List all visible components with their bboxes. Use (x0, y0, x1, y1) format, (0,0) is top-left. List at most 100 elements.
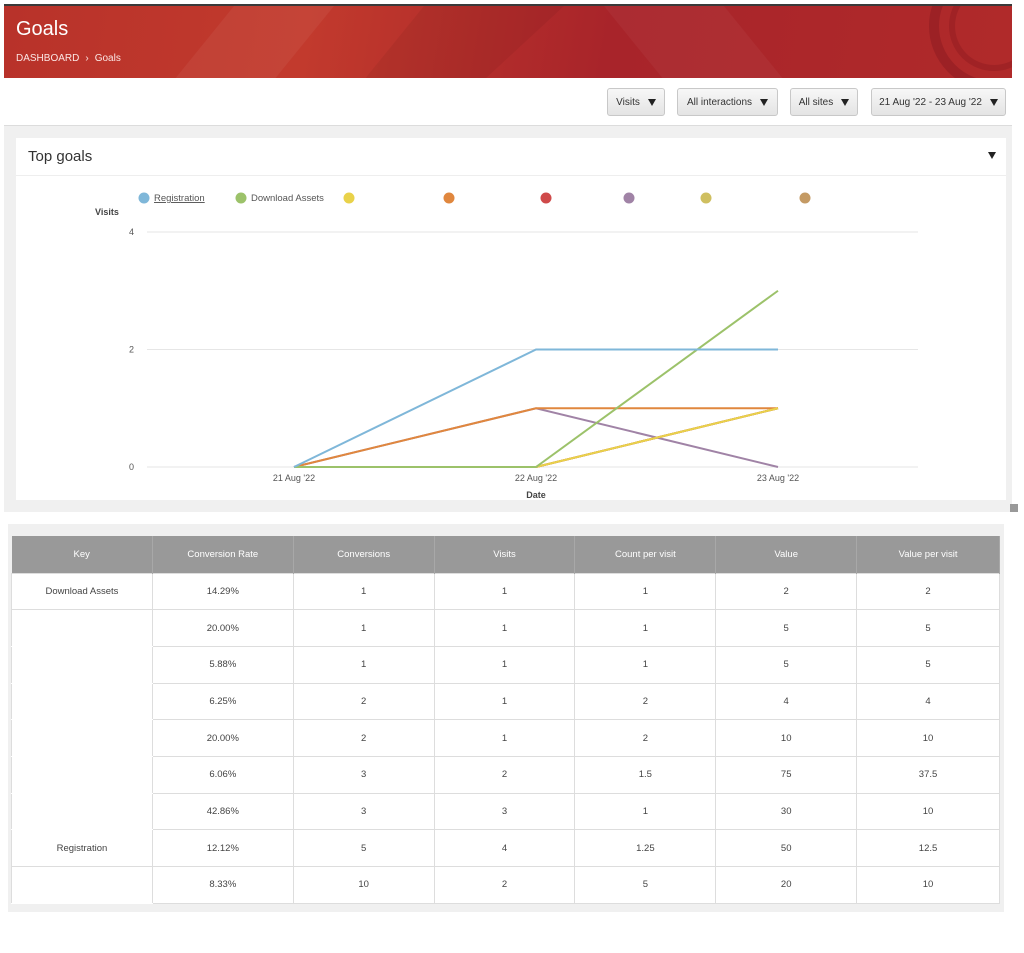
collapse-caret-icon[interactable] (988, 152, 996, 159)
legend-item[interactable] (700, 192, 712, 204)
column-header[interactable]: Conversions (293, 536, 435, 573)
series-line-1 (294, 289, 779, 468)
legend-item[interactable] (443, 192, 455, 204)
header-decoration (175, 6, 1012, 78)
table-row[interactable]: 6.25% 2 1 2 4 4 (11, 682, 1000, 721)
top-goals-chart: 0 2 4 Visits 21 Aug '22 22 Aug '22 23 Aug '22 D… (95, 192, 918, 500)
table-row[interactable]: 5.88% 1 1 1 5 5 (11, 645, 1000, 684)
series-line-0 (293, 348, 778, 468)
breadcrumb-current: Goals (94, 53, 121, 64)
interactions-dropdown[interactable]: All interactions (677, 88, 778, 116)
goals-table-container: Key Conversion Rate Conversions Visits Count… (8, 524, 1004, 912)
metric-dropdown-label: Visits (616, 96, 640, 108)
table-cell: 1 (433, 682, 576, 721)
legend-item[interactable] (799, 192, 811, 204)
table-row[interactable]: 8.33% 10 2 5 20 10 (11, 866, 1000, 904)
goal-key-cell (11, 792, 153, 831)
table-body: Download Assets 14.29% 1 1 1 2 2 20.00% 1 1 1 5 5 5.8… (11, 572, 1000, 904)
table-cell: 8.33% (151, 866, 294, 904)
y-tick-label: 2 (129, 345, 134, 355)
table-cell: 75 (715, 755, 858, 794)
goal-key-cell: Registration (11, 829, 153, 867)
series-line-2 (294, 407, 779, 468)
goal-key-cell (11, 609, 153, 647)
table-cell: 10 (856, 792, 1000, 831)
table-row[interactable]: 20.00% 2 1 2 10 10 (11, 719, 1000, 757)
table-row[interactable]: 20.00% 1 1 1 5 5 (11, 609, 1000, 647)
table-cell: 4 (433, 829, 576, 867)
chevron-right-icon: › (85, 53, 89, 64)
table-row[interactable]: Download Assets 14.29% 1 1 1 2 2 (11, 572, 1000, 611)
legend-label: Registration (154, 193, 205, 204)
table-cell: 1.25 (574, 829, 717, 867)
interactions-dropdown-label: All interactions (686, 96, 753, 108)
legend-marker (235, 192, 247, 204)
table-cell: 1 (574, 572, 717, 611)
table-cell: 3 (433, 792, 576, 831)
metric-dropdown[interactable]: Visits (607, 88, 665, 116)
legend-marker (443, 192, 455, 204)
table-cell: 1.5 (574, 755, 717, 794)
filter-bar: Visits All interactions All sites 21 Aug… (4, 78, 1012, 126)
x-tick-label: 22 Aug '22 (515, 473, 557, 483)
series-line-6 (294, 407, 779, 468)
table-cell: 20.00% (151, 609, 294, 647)
table-cell: 1 (292, 645, 435, 684)
goals-table: Key Conversion Rate Conversions Visits Count… (11, 536, 1000, 904)
column-header[interactable]: Key (11, 536, 153, 573)
table-cell: 10 (856, 866, 1000, 904)
column-header[interactable]: Value per visit (856, 536, 1000, 573)
table-row[interactable]: 42.86% 3 3 1 30 10 (11, 792, 1000, 831)
table-cell: 6.25% (151, 682, 294, 721)
breadcrumb-dashboard-link[interactable]: DASHBOARD (16, 53, 80, 64)
table-cell: 5 (715, 609, 858, 647)
table-cell: 1 (574, 609, 717, 647)
y-tick-label: 0 (129, 462, 134, 472)
legend-marker (700, 192, 712, 204)
table-cell: 37.5 (856, 755, 1000, 794)
legend-item[interactable] (623, 192, 635, 204)
legend-item[interactable]: Download Assets (235, 192, 325, 205)
panel-title: Top goals (28, 148, 93, 165)
table-cell: 5 (574, 866, 717, 904)
x-tick-label: 21 Aug '22 (273, 473, 315, 483)
table-cell: 3 (292, 755, 435, 794)
table-cell: 2 (433, 755, 576, 794)
column-header[interactable]: Conversion Rate (152, 536, 294, 573)
series-line-4 (294, 407, 779, 468)
x-axis-label: Date (526, 490, 546, 500)
table-cell: 5 (856, 609, 1000, 647)
legend-item[interactable]: Registration (138, 192, 205, 205)
table-cell: 2 (574, 682, 717, 721)
panel-header: Top goals (16, 138, 1006, 176)
legend-item[interactable] (343, 192, 355, 204)
series-line-7 (294, 407, 779, 468)
table-cell: 5 (292, 829, 435, 867)
page-header: Goals DASHBOARD › Goals (4, 4, 1012, 78)
column-header[interactable]: Value (715, 536, 858, 573)
table-cell: 1 (574, 645, 717, 684)
column-header[interactable]: Count per visit (574, 536, 717, 573)
table-row[interactable]: Registration 12.12% 5 4 1.25 50 12.5 (11, 829, 1000, 867)
table-cell: 6.06% (151, 755, 294, 794)
table-cell: 2 (292, 719, 435, 757)
table-cell: 3 (292, 792, 435, 831)
table-cell: 2 (856, 572, 1000, 611)
column-header[interactable]: Visits (434, 536, 576, 573)
table-row[interactable]: 6.06% 3 2 1.5 75 37.5 (11, 755, 1000, 794)
caret-down-icon (841, 98, 850, 106)
table-cell: 5 (856, 645, 1000, 684)
x-tick-label: 23 Aug '22 (757, 473, 799, 483)
goal-key-cell: Download Assets (11, 572, 153, 611)
goal-key-cell (11, 645, 153, 684)
legend-marker (799, 192, 811, 204)
sites-dropdown-label: All sites (798, 96, 834, 108)
legend-marker (623, 192, 635, 204)
legend-item[interactable] (540, 192, 552, 204)
date-range-dropdown[interactable]: 21 Aug '22 - 23 Aug '22 (871, 88, 1006, 116)
table-cell: 12.12% (151, 829, 294, 867)
legend-marker (138, 192, 150, 204)
sites-dropdown[interactable]: All sites (790, 88, 858, 116)
resize-handle[interactable] (1010, 504, 1018, 512)
goal-key-cell (11, 719, 153, 757)
